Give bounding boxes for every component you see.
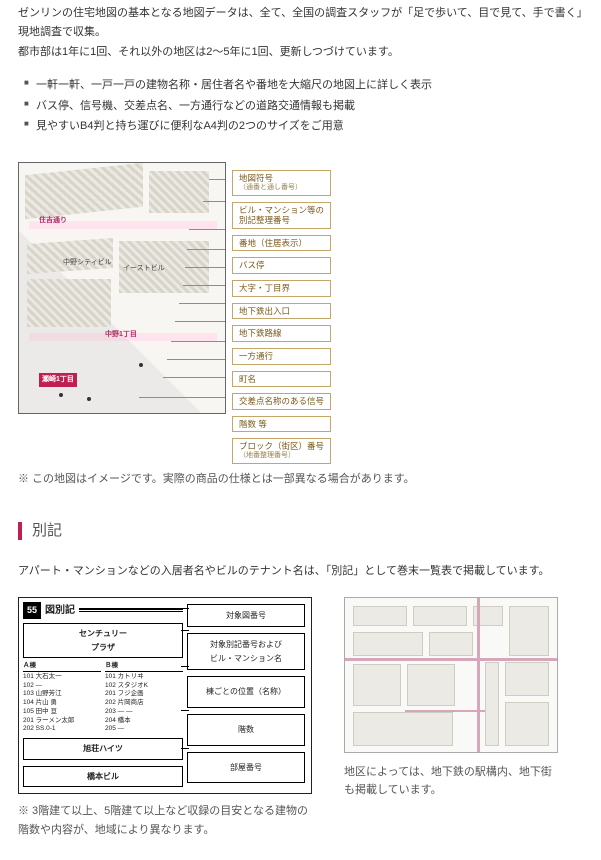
legend-item: 番地（住居表示） — [232, 235, 331, 252]
feature-item: バス停、信号機、交差点名、一方通行などの道路交通情報も掲載 — [24, 97, 583, 116]
building-name: 旭荘ハイツ — [23, 738, 183, 760]
intro-line-1: ゼンリンの住宅地図の基本となる地図データは、全て、全国の調査スタッフが「足で歩い… — [18, 4, 583, 41]
kubetsu-callout: 部屋番号 — [187, 752, 305, 784]
heading-accent-bar — [18, 522, 22, 540]
legend-item: 地下鉄出入口 — [232, 303, 331, 320]
map-chome-label: 中野1丁目 — [105, 329, 137, 341]
legend-item: 大字・丁目界 — [232, 280, 331, 297]
appendix-description: アパート・マンションなどの入居者名やビルのテナント名は、「別記」として巻末一覧表… — [18, 562, 583, 581]
appendix-left-note: ※ 3階建て以上、5階建て以上など収録の目安となる建物の階数や内容が、地域により… — [18, 802, 318, 839]
kubetsu-title: 図別記 — [45, 602, 75, 619]
kubetsu-figure: 55 図別記 センチュリー プラザ Ａ棟 101 大石太一 102 — 103 … — [18, 597, 312, 795]
kubetsu-callout: 階数 — [187, 714, 305, 746]
legend-item: 地図符号（通番と通し番号） — [232, 170, 331, 195]
unit-row: 103 山野芳江 — [23, 690, 101, 699]
unit-row: 205 — — [105, 725, 183, 734]
legend-item: ビル・マンション等の 別記整理番号 — [232, 202, 331, 229]
unit-row: 203 — — — [105, 708, 183, 717]
unit-row: 204 橋本 — [105, 717, 183, 726]
section-title: 別記 — [32, 518, 62, 544]
kubetsu-callout: 対象別記番号および ビル・マンション名 — [187, 633, 305, 670]
station-map-image — [344, 597, 558, 753]
legend-item: 一方通行 — [232, 348, 331, 365]
legend-item: 町名 — [232, 371, 331, 388]
kubetsu-callout: 棟ごとの位置（名称） — [187, 676, 305, 708]
sample-map-image: 住吉通り 中野シティビル イーストビル 中野1丁目 瀬崎1丁目 — [18, 162, 226, 414]
intro-line-2: 都市部は1年に1回、それ以外の地区は2〜5年に1回、更新しつづけています。 — [18, 43, 583, 62]
appendix-right-note: 地区によっては、地下鉄の駅構内、地下街も掲載しています。 — [344, 763, 558, 800]
feature-item: 一軒一軒、一戸一戸の建物名称・居住者名や番地を大縮尺の地図上に詳しく表示 — [24, 76, 583, 95]
map-disclaimer: ※ この地図はイメージです。実際の商品の仕様とは一部異なる場合があります。 — [18, 470, 583, 489]
unit-row: 101 カトリヰ — [105, 673, 183, 682]
legend-item: 交差点名称のある信号 — [232, 393, 331, 410]
map-chome-label: 瀬崎1丁目 — [39, 373, 77, 387]
unit-col-header: Ａ棟 — [23, 662, 101, 672]
kubetsu-callout: 対象図番号 — [187, 604, 305, 628]
feature-item: 見やすいB4判と持ち運びに便利なA4判の2つのサイズをご用意 — [24, 117, 583, 136]
map-bldg-label: イーストビル — [123, 263, 165, 275]
building-name: センチュリー プラザ — [23, 623, 183, 658]
unit-row: 202 片岡商店 — [105, 699, 183, 708]
map-bldg-label: 中野シティビル — [63, 257, 112, 269]
legend-item: ブロック（街区）番号（地番整理番号） — [232, 438, 331, 463]
unit-row: 201 フジ企画 — [105, 690, 183, 699]
map-legend: 地図符号（通番と通し番号） ビル・マンション等の 別記整理番号 番地（住居表示）… — [232, 162, 331, 464]
feature-list: 一軒一軒、一戸一戸の建物名称・居住者名や番地を大縮尺の地図上に詳しく表示 バス停… — [18, 76, 583, 136]
legend-item: 階数 等 — [232, 416, 331, 433]
unit-row: 101 大石太一 — [23, 673, 101, 682]
unit-row: 105 田中 亘 — [23, 708, 101, 717]
map-road-label: 住吉通り — [39, 215, 67, 227]
unit-col-header: Ｂ棟 — [105, 662, 183, 672]
unit-row: 104 片山 勇 — [23, 699, 101, 708]
legend-item: バス停 — [232, 257, 331, 274]
kubetsu-page-badge: 55 — [23, 602, 41, 619]
section-heading: 別記 — [18, 518, 583, 544]
sample-map-figure: 住吉通り 中野シティビル イーストビル 中野1丁目 瀬崎1丁目 地図符号（通番と… — [18, 162, 583, 488]
legend-item: 地下鉄路線 — [232, 325, 331, 342]
unit-row: 202 SS.0-1 — [23, 725, 101, 734]
building-name: 橋本ビル — [23, 766, 183, 788]
unit-row: 201 ラーメン太郎 — [23, 717, 101, 726]
